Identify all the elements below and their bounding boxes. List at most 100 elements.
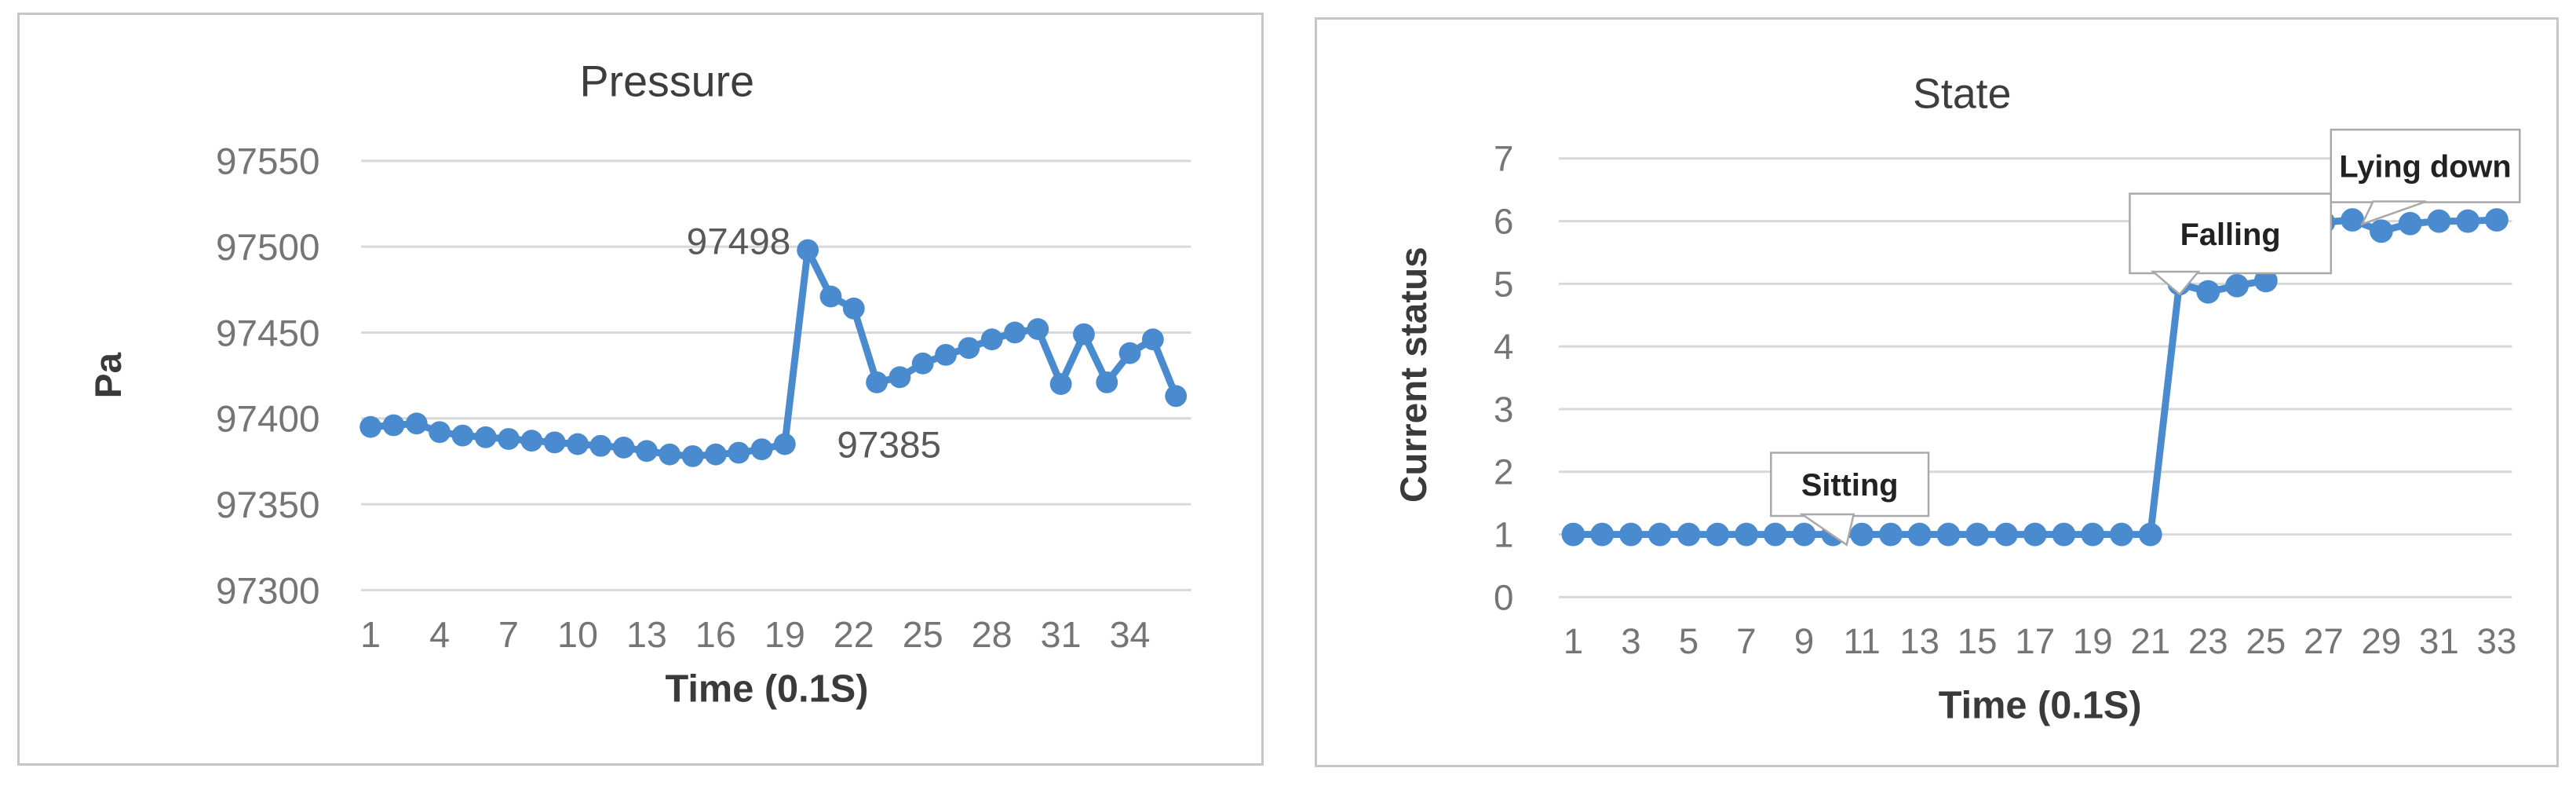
y-tick-label: 1: [1494, 514, 1513, 554]
callout-label: Falling: [2180, 218, 2281, 252]
data-point: [1706, 522, 1730, 547]
data-point: [659, 443, 681, 466]
y-tick-label: 97550: [216, 141, 320, 183]
data-point: [1619, 522, 1643, 547]
x-tick-label: 23: [2188, 621, 2228, 661]
data-point: [1096, 371, 1118, 393]
y-axis-title: Pa: [88, 352, 130, 398]
data-point: [2485, 208, 2508, 232]
x-tick-label: 7: [1736, 621, 1756, 661]
callout-label: Sitting: [1801, 468, 1899, 503]
x-tick-label: 34: [1110, 614, 1151, 655]
data-point: [1994, 522, 2018, 547]
x-tick-label: 3: [1621, 621, 1640, 661]
data-point: [1763, 522, 1787, 547]
y-tick-label: 6: [1494, 201, 1513, 241]
data-point: [888, 366, 911, 389]
x-tick-label: 29: [2361, 621, 2401, 661]
x-tick-label: 11: [1843, 621, 1880, 661]
x-tick-label: 21: [2130, 621, 2170, 661]
callout-falling: Falling: [2129, 192, 2333, 296]
x-tick-label: 31: [2419, 621, 2459, 661]
data-point: [2253, 269, 2278, 293]
x-tick-label: 9: [1794, 621, 1814, 661]
data-point: [958, 337, 980, 360]
data-point: [750, 438, 773, 461]
y-tick-label: 7: [1494, 139, 1513, 179]
data-point: [589, 434, 612, 457]
data-point: [498, 428, 520, 450]
data-point: [1735, 522, 1758, 547]
data-point: [728, 441, 750, 464]
data-point: [612, 437, 635, 459]
data-point: [2398, 211, 2422, 236]
x-tick-label: 31: [1041, 614, 1082, 655]
data-point: [405, 412, 428, 435]
x-tick-label: 25: [903, 614, 943, 655]
data-series: [1561, 208, 2508, 547]
y-tick-label: 3: [1494, 390, 1513, 430]
callout-lying-down: Lying down: [2330, 128, 2521, 226]
data-point: [474, 426, 497, 448]
x-tick-label: 13: [1899, 621, 1939, 661]
series-line: [1569, 216, 2501, 539]
data-point: [1878, 522, 1903, 547]
data-point: [1792, 522, 1816, 547]
data-point: [429, 421, 451, 444]
state-chart-panel: 7 6 5 4 3 2 1 0 1 3 5 7 9 11 13 15 17 19 21 23 25 27 29 31 33 Sta…: [1315, 17, 2559, 767]
data-point: [2110, 522, 2133, 547]
x-tick-label: 27: [2304, 621, 2344, 661]
data-point: [2023, 522, 2047, 547]
data-point: [980, 328, 1003, 351]
data-point: [2138, 522, 2162, 547]
chart-title: Pressure: [579, 57, 754, 105]
data-point: [911, 352, 934, 375]
callout-pointer: [2150, 270, 2201, 296]
data-point: [2427, 209, 2451, 233]
data-series: [359, 239, 1188, 467]
x-tick-label: 22: [834, 614, 874, 655]
y-tick-label: 97350: [216, 485, 320, 526]
data-point: [567, 433, 589, 455]
data-point: [1049, 373, 1072, 395]
data-point: [2370, 219, 2393, 243]
y-tick-label: 0: [1494, 577, 1513, 617]
data-point: [1677, 522, 1701, 547]
data-point: [451, 424, 474, 447]
x-tick-label: 7: [498, 614, 519, 655]
x-axis-title: Time (0.1S): [1939, 684, 2142, 726]
callout-box: [2330, 128, 2521, 203]
callout-sitting: Sitting: [1770, 452, 1930, 547]
data-point: [1165, 385, 1188, 408]
data-point: [1850, 522, 1874, 547]
data-point: [1590, 522, 1615, 547]
gridlines: [1559, 157, 2512, 598]
data-point: [935, 343, 957, 366]
x-tick-label: 13: [626, 614, 667, 655]
series-line: [367, 247, 1180, 460]
data-point: [773, 433, 796, 455]
data-point: [842, 297, 865, 320]
data-point: [1936, 522, 1961, 547]
data-point: [704, 443, 727, 466]
y-tick-label: 97300: [216, 570, 320, 612]
data-point: [382, 414, 405, 437]
data-point: [681, 444, 704, 467]
data-point: [797, 239, 819, 262]
x-axis-title: Time (0.1S): [666, 667, 869, 710]
data-point: [1004, 321, 1026, 344]
data-point: [1027, 318, 1049, 340]
callout-box: [1770, 452, 1930, 518]
x-tick-label: 17: [2015, 621, 2055, 661]
x-tick-label: 25: [2246, 621, 2286, 661]
data-point: [636, 440, 658, 463]
data-point: [1118, 342, 1141, 364]
data-point: [2052, 522, 2076, 547]
callout-box: [2129, 192, 2333, 275]
data-point: [2081, 522, 2105, 547]
x-tick-label: 10: [557, 614, 598, 655]
x-tick-label: 1: [360, 614, 381, 655]
data-point: [2225, 273, 2249, 298]
x-tick-label: 15: [1958, 621, 1998, 661]
